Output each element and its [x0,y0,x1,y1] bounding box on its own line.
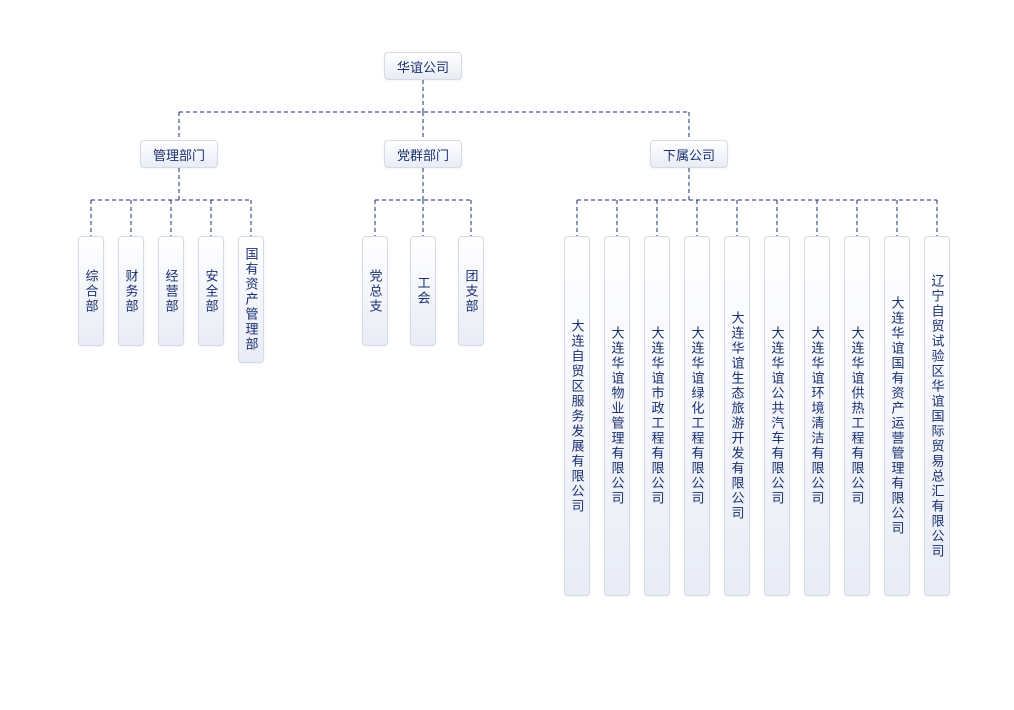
leaf-mgmt-2: 经营部 [158,236,184,346]
level2-node-subs: 下属公司 [650,140,728,168]
leaf-subs-3: 大连华谊绿化工程有限公司 [684,236,710,596]
leaf-mgmt-4: 国有资产管理部 [238,236,264,363]
leaf-subs-1: 大连华谊物业管理有限公司 [604,236,630,596]
leaf-subs-6: 大连华谊环境清洁有限公司 [804,236,830,596]
leaf-subs-0: 大连自贸区服务发展有限公司 [564,236,590,596]
leaf-subs-2: 大连华谊市政工程有限公司 [644,236,670,596]
leaf-subs-4: 大连华谊生态旅游开发有限公司 [724,236,750,596]
leaf-mgmt-3: 安全部 [198,236,224,346]
level2-node-party: 党群部门 [384,140,462,168]
leaf-subs-9: 辽宁自贸试验区华谊国际贸易总汇有限公司 [924,236,950,596]
level2-node-mgmt: 管理部门 [140,140,218,168]
leaf-mgmt-1: 财务部 [118,236,144,346]
leaf-subs-5: 大连华谊公共汽车有限公司 [764,236,790,596]
leaf-subs-8: 大连华谊国有资产运营管理有限公司 [884,236,910,596]
leaf-party-1: 工会 [410,236,436,346]
leaf-subs-7: 大连华谊供热工程有限公司 [844,236,870,596]
root-node: 华谊公司 [384,52,462,80]
leaf-party-0: 党总支 [362,236,388,346]
leaf-party-2: 团支部 [458,236,484,346]
leaf-mgmt-0: 综合部 [78,236,104,346]
